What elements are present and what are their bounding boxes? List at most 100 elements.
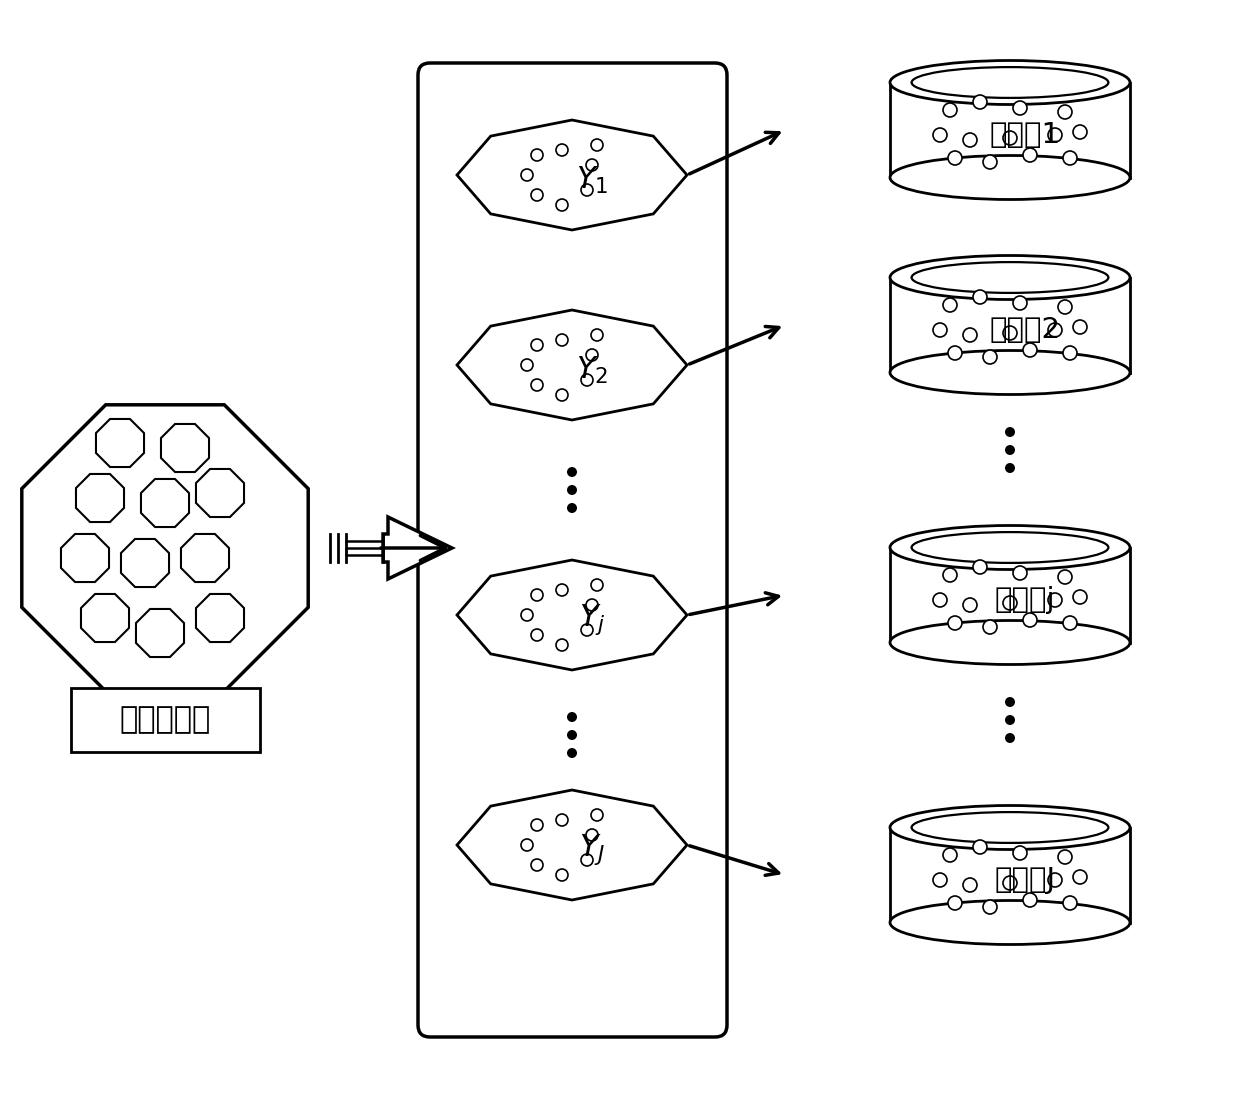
Text: 子空间2: 子空间2 bbox=[990, 316, 1060, 344]
Polygon shape bbox=[61, 534, 109, 583]
Circle shape bbox=[1058, 850, 1073, 864]
Circle shape bbox=[983, 620, 997, 634]
Circle shape bbox=[932, 323, 947, 337]
Circle shape bbox=[1004, 427, 1016, 437]
Polygon shape bbox=[76, 474, 124, 522]
Circle shape bbox=[582, 854, 593, 866]
Circle shape bbox=[582, 374, 593, 387]
Circle shape bbox=[973, 290, 987, 304]
Circle shape bbox=[963, 598, 977, 612]
Text: 子空间1: 子空间1 bbox=[990, 122, 1060, 149]
Circle shape bbox=[1004, 698, 1016, 707]
Circle shape bbox=[973, 840, 987, 854]
Circle shape bbox=[531, 629, 543, 641]
Text: 模板特征库: 模板特征库 bbox=[119, 705, 211, 735]
Polygon shape bbox=[196, 593, 244, 642]
Polygon shape bbox=[196, 469, 244, 517]
Text: $Y_2$: $Y_2$ bbox=[575, 355, 608, 385]
Circle shape bbox=[556, 389, 568, 401]
Polygon shape bbox=[161, 424, 210, 472]
Polygon shape bbox=[181, 534, 229, 583]
Circle shape bbox=[1073, 871, 1087, 884]
Circle shape bbox=[531, 149, 543, 161]
Circle shape bbox=[983, 350, 997, 364]
FancyBboxPatch shape bbox=[418, 64, 727, 1037]
Ellipse shape bbox=[890, 526, 1130, 569]
Circle shape bbox=[932, 873, 947, 887]
Ellipse shape bbox=[890, 155, 1130, 199]
Polygon shape bbox=[458, 310, 687, 420]
Circle shape bbox=[567, 730, 577, 740]
Circle shape bbox=[587, 349, 598, 361]
Circle shape bbox=[567, 712, 577, 722]
Polygon shape bbox=[95, 419, 144, 468]
Ellipse shape bbox=[890, 350, 1130, 394]
Circle shape bbox=[942, 298, 957, 312]
Text: $Y_1$: $Y_1$ bbox=[575, 164, 608, 196]
Circle shape bbox=[531, 379, 543, 391]
Circle shape bbox=[973, 560, 987, 574]
Circle shape bbox=[983, 155, 997, 169]
Circle shape bbox=[1048, 873, 1061, 887]
Circle shape bbox=[942, 568, 957, 583]
Circle shape bbox=[983, 900, 997, 914]
Circle shape bbox=[949, 151, 962, 165]
Circle shape bbox=[587, 159, 598, 171]
Text: $Y_J$: $Y_J$ bbox=[579, 832, 605, 867]
Circle shape bbox=[949, 346, 962, 360]
Polygon shape bbox=[890, 828, 1130, 922]
Circle shape bbox=[567, 748, 577, 758]
Ellipse shape bbox=[890, 621, 1130, 665]
Circle shape bbox=[1023, 894, 1037, 907]
Ellipse shape bbox=[890, 806, 1130, 850]
Circle shape bbox=[567, 503, 577, 512]
Circle shape bbox=[1063, 896, 1078, 910]
Circle shape bbox=[1013, 296, 1027, 310]
Text: 子空间J: 子空间J bbox=[994, 866, 1055, 894]
Circle shape bbox=[587, 599, 598, 611]
Circle shape bbox=[567, 748, 577, 758]
Circle shape bbox=[1063, 616, 1078, 630]
Circle shape bbox=[1058, 570, 1073, 584]
Polygon shape bbox=[890, 548, 1130, 643]
Circle shape bbox=[556, 199, 568, 211]
Polygon shape bbox=[383, 517, 453, 579]
FancyBboxPatch shape bbox=[71, 688, 259, 752]
Circle shape bbox=[567, 503, 577, 512]
Circle shape bbox=[531, 819, 543, 831]
Circle shape bbox=[531, 858, 543, 871]
Circle shape bbox=[1048, 593, 1061, 607]
Circle shape bbox=[567, 730, 577, 740]
Text: 子空间j: 子空间j bbox=[994, 586, 1055, 614]
Circle shape bbox=[973, 95, 987, 110]
Circle shape bbox=[1004, 445, 1016, 456]
Circle shape bbox=[1048, 128, 1061, 142]
Polygon shape bbox=[458, 120, 687, 230]
Circle shape bbox=[942, 103, 957, 117]
Circle shape bbox=[567, 712, 577, 722]
Text: $Y_j$: $Y_j$ bbox=[579, 602, 605, 637]
Ellipse shape bbox=[890, 60, 1130, 104]
Circle shape bbox=[567, 485, 577, 495]
Circle shape bbox=[1003, 326, 1017, 341]
Polygon shape bbox=[136, 609, 184, 657]
Polygon shape bbox=[122, 539, 169, 587]
Circle shape bbox=[567, 466, 577, 477]
Circle shape bbox=[521, 609, 533, 621]
Circle shape bbox=[1058, 300, 1073, 314]
Circle shape bbox=[1058, 105, 1073, 119]
Circle shape bbox=[1004, 733, 1016, 744]
Circle shape bbox=[1013, 566, 1027, 580]
Circle shape bbox=[949, 896, 962, 910]
Circle shape bbox=[567, 485, 577, 495]
Polygon shape bbox=[458, 560, 687, 670]
Circle shape bbox=[1004, 715, 1016, 725]
Circle shape bbox=[567, 466, 577, 477]
Circle shape bbox=[1013, 101, 1027, 115]
Circle shape bbox=[587, 829, 598, 841]
Circle shape bbox=[556, 334, 568, 346]
Circle shape bbox=[531, 189, 543, 201]
Circle shape bbox=[1073, 590, 1087, 604]
Circle shape bbox=[556, 584, 568, 596]
Circle shape bbox=[1023, 148, 1037, 162]
